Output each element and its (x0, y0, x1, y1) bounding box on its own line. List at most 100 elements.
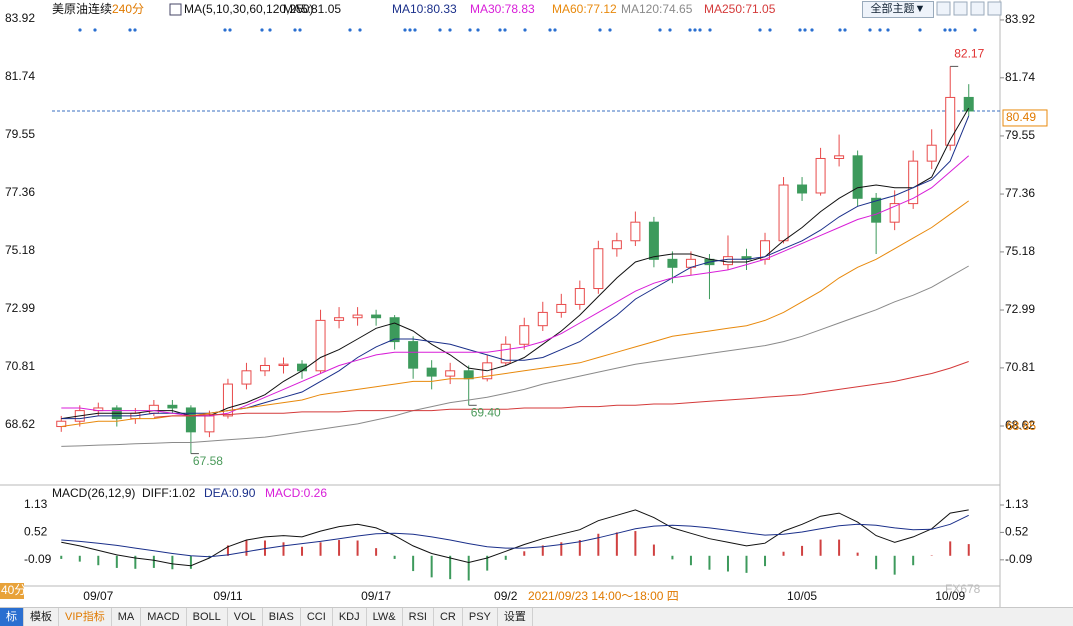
event-dot (228, 28, 232, 32)
candle-body (537, 311, 548, 327)
theme-button[interactable]: 全部主题▼ (862, 1, 934, 18)
icon-button[interactable] (987, 1, 1002, 16)
toolbar-tab[interactable]: PSY (463, 608, 498, 626)
candle-body (611, 240, 622, 250)
watermark: FX678 (945, 582, 981, 596)
legend-entry: MA60:77.12 (552, 2, 617, 16)
macd-hist-label: MACD:0.26 (265, 486, 327, 500)
candle-body (871, 197, 882, 223)
event-dot (943, 28, 947, 32)
event-dot (128, 28, 132, 32)
event-dot (688, 28, 692, 32)
event-dot (758, 28, 762, 32)
y-tick-label: 72.99 (5, 301, 35, 315)
event-dot (298, 28, 302, 32)
candle-body (945, 96, 956, 146)
event-dot (810, 28, 814, 32)
candle-body (667, 258, 678, 268)
y-tick-label: 81.74 (5, 69, 35, 83)
event-dot (548, 28, 552, 32)
macd-tick-label-right: 1.13 (1005, 497, 1029, 511)
y-tick-label: 79.55 (5, 127, 35, 141)
period-tag: 40分 (1, 583, 26, 597)
icon-button[interactable] (970, 1, 985, 16)
extreme-label: 82.17 (954, 47, 984, 61)
y-tick-label: 75.18 (5, 243, 35, 257)
ma-line (61, 265, 969, 447)
candle-body (408, 341, 419, 369)
event-dot (918, 28, 922, 32)
ma-line (61, 200, 969, 427)
candle-body (222, 383, 233, 417)
event-dot (448, 28, 452, 32)
event-dot (803, 28, 807, 32)
event-dot (523, 28, 527, 32)
event-dot (133, 28, 137, 32)
toolbar-tab[interactable]: VIP指标 (59, 608, 112, 626)
event-dot (468, 28, 472, 32)
toolbar-tab[interactable]: LW& (367, 608, 403, 626)
macd-tick-label: 1.13 (24, 497, 48, 511)
y-tick-label-right: 70.81 (1005, 360, 1035, 374)
macd-dea-label: DEA:0.90 (204, 486, 256, 500)
toolbar-tab[interactable]: VOL (228, 608, 263, 626)
candle-body (500, 343, 511, 364)
toolbar-tab[interactable]: BIAS (263, 608, 301, 626)
event-dot (348, 28, 352, 32)
ma-line (61, 155, 970, 417)
legend-entry: MA30:78.83 (470, 2, 535, 16)
extreme-label: 69.40 (471, 405, 501, 419)
event-dot (658, 28, 662, 32)
toolbar-tab[interactable]: MACD (141, 608, 187, 626)
candle-body (426, 367, 437, 377)
toolbar-tab[interactable]: BOLL (187, 608, 228, 626)
toolbar-tab[interactable]: RSI (403, 608, 434, 626)
y-tick-label-right: 81.74 (1005, 70, 1035, 84)
x-tick-label: 10/05 (787, 589, 817, 603)
event-dot (408, 28, 412, 32)
symbol: 美原油连续 (52, 1, 112, 16)
y-tick-label-right: 68.62 (1005, 418, 1035, 432)
candle-body (463, 370, 474, 380)
last-price-label: 80.49 (1006, 110, 1036, 124)
icon-button[interactable] (953, 1, 968, 16)
chart: 美原油连续 240分 MA(5,10,30,60,120,250) 2021/0… (0, 0, 1048, 607)
x-tick-label: 09/17 (361, 589, 391, 603)
event-dot (798, 28, 802, 32)
candle-body (722, 256, 733, 266)
candle-body (556, 303, 567, 313)
macd-diff-label: DIFF:1.02 (142, 486, 196, 500)
legend-entry: MA120:74.65 (621, 2, 693, 16)
candle-body (889, 203, 900, 223)
tooltip: 2021/09/23 14:00～18:00 四 (528, 589, 679, 603)
event-dot (868, 28, 872, 32)
event-dot (886, 28, 890, 32)
event-dot (293, 28, 297, 32)
toolbar-tab[interactable]: CCI (301, 608, 333, 626)
candle-body (334, 317, 345, 321)
toolbar-tab[interactable]: KDJ (333, 608, 367, 626)
event-dot (878, 28, 882, 32)
candle-body (371, 314, 382, 319)
candle-body (278, 363, 289, 366)
icon-button[interactable] (936, 1, 951, 16)
event-dot (973, 28, 977, 32)
event-dot (93, 28, 97, 32)
y-tick-label-right: 83.92 (1005, 12, 1035, 26)
event-dot (498, 28, 502, 32)
candle-body (389, 317, 400, 343)
x-tick-label: 09/2 (494, 589, 518, 603)
toolbar-tab[interactable]: 标 (0, 608, 24, 626)
candle-body (315, 319, 326, 372)
toolbar-tab[interactable]: MA (112, 608, 142, 626)
toolbar-tab[interactable]: 模板 (24, 608, 59, 626)
toolbar-tab[interactable]: CR (434, 608, 463, 626)
period: 240分 (112, 2, 144, 16)
toolbar-tab[interactable]: 设置 (498, 608, 533, 626)
candle-body (852, 155, 863, 199)
macd-tick-label: 0.52 (24, 525, 48, 539)
y-tick-label: 77.36 (5, 185, 35, 199)
candle-body (926, 144, 937, 162)
candle-body (593, 248, 604, 290)
event-dot (953, 28, 957, 32)
